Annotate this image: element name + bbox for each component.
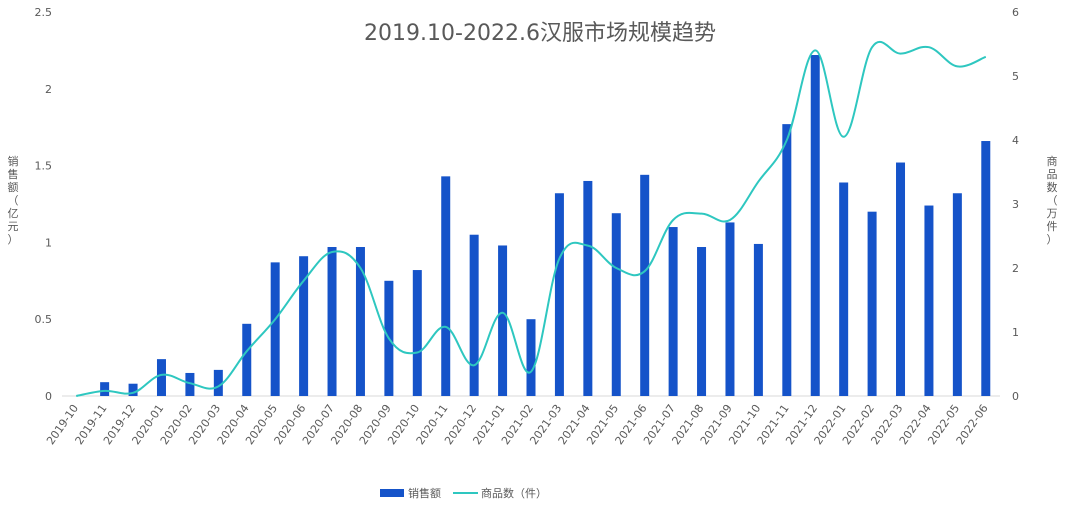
y-right-axis-title: 商品数（万件） bbox=[1047, 154, 1058, 246]
bar bbox=[270, 262, 280, 396]
y-right-tick-label: 0 bbox=[1012, 390, 1019, 403]
y-left-tick-label: 1.5 bbox=[35, 160, 53, 173]
y-right-tick-label: 2 bbox=[1012, 262, 1019, 275]
y-right-tick-label: 3 bbox=[1012, 198, 1019, 211]
bar bbox=[640, 174, 650, 396]
bar bbox=[554, 193, 564, 396]
bar bbox=[526, 319, 536, 396]
bar bbox=[839, 182, 849, 396]
legend-label-bar: 销售额 bbox=[408, 486, 441, 500]
bar bbox=[924, 205, 934, 396]
x-tick-labels: 2019-102019-112019-122020-012020-022020-… bbox=[44, 402, 991, 447]
y-left-tick-label: 0.5 bbox=[35, 313, 53, 326]
y-left-tick-label: 1 bbox=[45, 236, 52, 249]
y-left-tick-label: 2 bbox=[45, 83, 52, 96]
line-series bbox=[76, 40, 987, 397]
bar bbox=[896, 162, 906, 396]
y-left-tick-label: 2.5 bbox=[35, 6, 53, 19]
legend-swatch-bar bbox=[380, 489, 404, 497]
legend[interactable]: 销售额 商品数（件） bbox=[380, 486, 547, 500]
bar bbox=[412, 270, 422, 396]
bar bbox=[355, 247, 365, 396]
bar bbox=[327, 247, 337, 396]
bar bbox=[668, 227, 678, 396]
bar bbox=[299, 256, 309, 396]
bar bbox=[782, 124, 792, 397]
bar bbox=[156, 359, 166, 396]
bar bbox=[583, 180, 593, 396]
bar bbox=[753, 243, 763, 396]
bar bbox=[981, 141, 991, 396]
bar bbox=[952, 193, 962, 396]
bar bbox=[213, 369, 223, 396]
bar bbox=[810, 55, 820, 397]
chart-title: 2019.10-2022.6汉服市场规模趋势 bbox=[364, 21, 716, 46]
bar bbox=[242, 323, 252, 396]
bar bbox=[128, 383, 138, 396]
y-right-tick-label: 6 bbox=[1012, 6, 1019, 19]
bar bbox=[611, 213, 621, 396]
y-left-tick-label: 0 bbox=[45, 390, 52, 403]
bar bbox=[697, 247, 707, 396]
bar bbox=[867, 211, 877, 396]
bar bbox=[725, 222, 735, 396]
y-left-axis-title: 销售额（亿元） bbox=[8, 154, 19, 246]
bar bbox=[498, 245, 508, 396]
bar bbox=[441, 176, 451, 396]
bar bbox=[469, 234, 479, 396]
line-series-path bbox=[76, 40, 987, 397]
bar bbox=[100, 382, 110, 396]
legend-label-line: 商品数（件） bbox=[481, 486, 547, 500]
y-right-tick-label: 4 bbox=[1012, 134, 1019, 147]
y-right-tick-label: 5 bbox=[1012, 70, 1019, 83]
bar bbox=[185, 372, 195, 396]
y-right-tick-label: 1 bbox=[1012, 326, 1019, 339]
